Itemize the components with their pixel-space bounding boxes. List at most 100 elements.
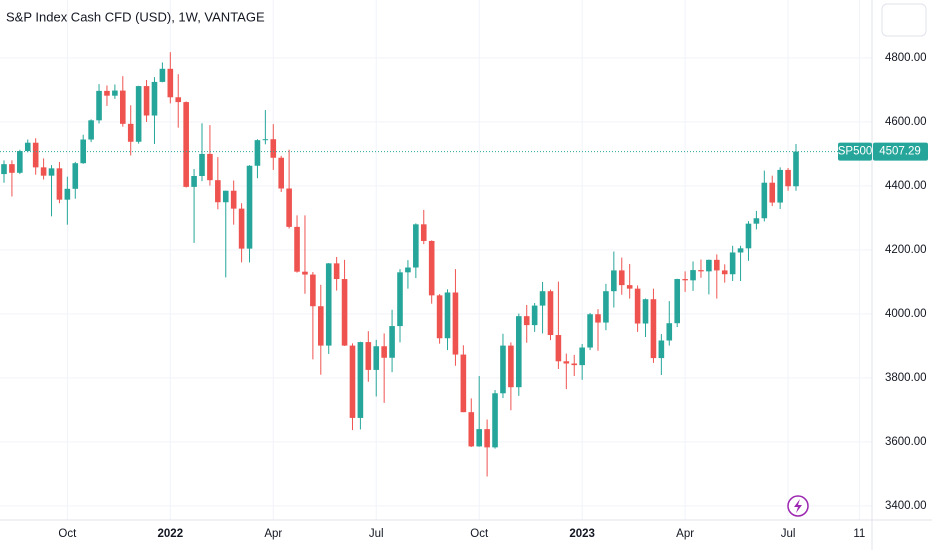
candle-body [373,346,380,370]
candle-body [729,252,736,275]
candle-body [595,314,601,323]
candle-body [436,295,443,339]
candle-body [48,168,55,176]
candle-body [785,169,791,187]
candle-body [690,270,696,281]
candle-body [658,340,665,359]
candle-body [523,316,530,326]
candle-body [571,363,578,366]
candle-body [611,270,617,292]
candle-body [341,279,348,346]
candles [1,52,799,477]
candle-body [112,90,118,96]
candle-body [9,164,15,173]
candle-body [468,412,475,447]
candle-body [183,102,189,187]
candle-body [254,140,261,166]
candle-body [135,86,142,142]
candle-body [207,153,213,181]
candle-body [88,120,94,140]
candle-body [96,90,102,121]
candle-body [167,68,174,98]
candle-body [143,86,150,116]
candle-body [333,263,340,280]
candle-body [278,157,284,189]
candle-body [642,299,649,324]
candle-body [626,285,633,289]
candle-body [634,288,641,324]
candle-body [325,263,332,346]
candle-body [381,346,387,358]
x-tick-label: Jul [781,528,796,540]
candle-body [127,123,134,142]
candle-body [706,259,712,272]
y-tick-label: 3400.00 [885,500,927,512]
candle-body [199,153,205,176]
y-tick-label: 4200.00 [885,244,927,256]
candle-body [531,305,538,326]
candle-body [745,223,752,249]
candle-body [104,90,110,96]
candle-body [516,316,522,388]
x-tick-label: Jul [369,528,384,540]
scale-button[interactable] [881,3,927,37]
candle-body [650,299,657,359]
chart-title: S&P Index Cash CFD (USD), 1W, VANTAGE [6,9,265,24]
candle-body [262,139,269,141]
x-tick-label: Oct [470,528,489,540]
candle-body [420,224,427,241]
last-price-label: 4507.29 [879,146,921,158]
candle-body [777,169,783,203]
candle-body [753,218,760,224]
candle-body [215,180,221,203]
candle-body [72,163,79,189]
candle-body [460,354,467,413]
candle-body [508,345,514,388]
icon-bolt [794,499,802,513]
candle-body [64,188,71,200]
candle-body [56,168,63,200]
candle-body [294,226,300,272]
candle-body [405,267,411,273]
candle-body [698,270,704,272]
candle-body [452,292,459,355]
x-tick-label: 11 [853,528,865,540]
y-tick-label: 3800.00 [885,372,927,384]
candle-body [587,314,593,348]
candle-body [357,342,364,418]
candle-body [484,429,490,448]
candle-body [666,323,673,341]
candle-body [159,68,166,82]
candle-body [286,188,292,227]
y-tick-label: 3600.00 [885,436,927,448]
candle-body [230,190,237,209]
candle-body [413,224,419,268]
symbol-label: SP500 [838,146,873,158]
x-tick-label: 2022 [158,528,184,540]
candle-body [492,393,498,448]
candle-body [310,274,316,307]
candle-body [302,271,308,275]
candle-body [539,291,546,306]
candle-body [603,291,609,323]
y-tick-label: 4400.00 [885,180,927,192]
candle-body [579,347,585,366]
candle-body [349,345,356,418]
candle-body [618,270,625,286]
candle-body [270,139,277,158]
alert-icon[interactable] [787,495,809,517]
y-tick-label: 4600.00 [885,116,927,128]
x-tick-label: Apr [264,528,282,540]
candle-body [40,167,47,176]
candle-body [151,81,158,116]
candle-body [389,326,395,358]
symbol-tag [838,142,872,161]
candle-body [80,139,86,164]
candle-body [318,306,324,346]
candle-body [397,272,403,327]
candle-body [238,208,245,249]
candle-body [1,164,7,175]
candle-body [17,151,23,173]
candle-body [120,90,126,124]
